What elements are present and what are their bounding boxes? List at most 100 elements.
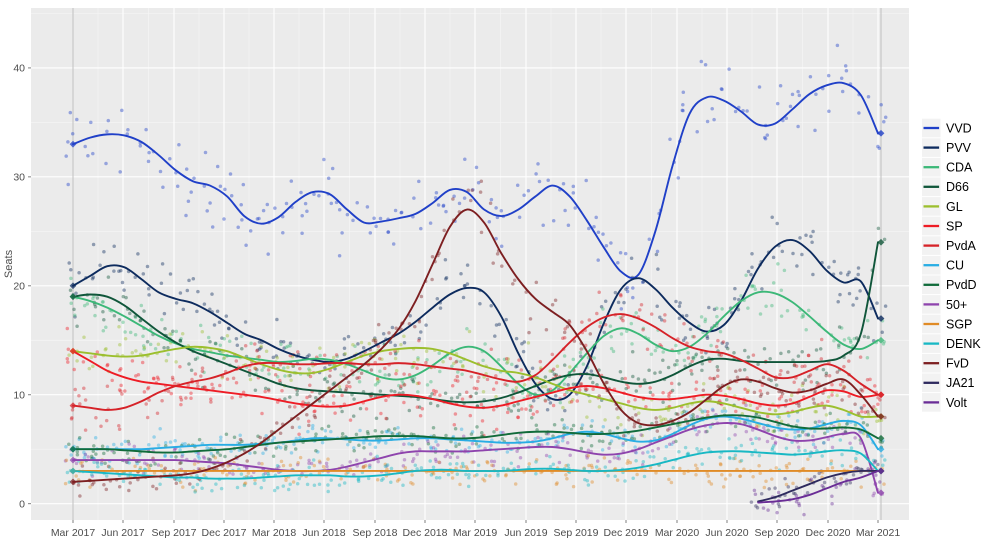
legend-item-gl[interactable]: GL	[922, 197, 963, 216]
x-tick-label: Sep 2020	[755, 527, 800, 539]
major-gridlines	[31, 8, 909, 520]
trend-denk	[72, 449, 879, 480]
legend-label: CDA	[946, 161, 973, 175]
x-tick-label: Mar 2020	[655, 527, 700, 539]
x-tick-label: Mar 2017	[51, 527, 96, 539]
legend-item-pvv[interactable]: PVV	[922, 138, 972, 157]
x-tick-label: Jun 2020	[705, 527, 748, 539]
trend-pvda	[72, 313, 879, 411]
result-marker-pvda	[877, 391, 885, 399]
result-marker-start-fvd	[69, 478, 77, 486]
election-result-markers	[69, 129, 885, 497]
legend-label: DENK	[946, 337, 981, 351]
legend-label: CU	[946, 259, 964, 273]
x-tick-label: Dec 2020	[806, 527, 851, 539]
trend-ja21	[757, 469, 879, 503]
y-tick-label: 30	[13, 171, 25, 183]
trend-fvd	[72, 208, 879, 483]
result-marker-start-vvd	[69, 140, 77, 148]
legend-label: GL	[946, 200, 963, 214]
result-marker-start-sp	[69, 347, 77, 355]
x-tick-label: Jun 2018	[302, 527, 345, 539]
legend-item-volt[interactable]: Volt	[922, 393, 967, 412]
election-date-lines	[72, 8, 882, 520]
trend-cda	[72, 290, 879, 396]
legend-label: FvD	[946, 357, 969, 371]
x-tick-label: Jun 2017	[101, 527, 144, 539]
legend-item-d66[interactable]: D66	[922, 177, 969, 197]
panel	[31, 8, 909, 520]
minor-gridlines	[31, 8, 909, 520]
scatter-pvda	[69, 290, 882, 432]
legend-item-vvd[interactable]: VVD	[922, 118, 972, 138]
legend-item-pvda[interactable]: PvdA	[922, 236, 977, 255]
y-tick-label: 10	[13, 389, 25, 401]
x-tick-label: Mar 2018	[252, 527, 297, 539]
x-tick-label: Sep 2018	[353, 527, 398, 539]
result-marker-start-pvdd	[69, 445, 77, 453]
result-marker-pvdd	[877, 434, 885, 442]
legend-label: PvdA	[946, 239, 977, 253]
result-marker-start-50+	[69, 456, 77, 464]
legend-label: 50+	[946, 298, 967, 312]
x-tick-label: Dec 2018	[403, 527, 448, 539]
result-marker-volt	[877, 467, 885, 475]
legend-item-sp[interactable]: SP	[922, 216, 963, 236]
trend-pvdd	[72, 414, 879, 454]
legend-label: VVD	[946, 121, 972, 135]
legend-item-sgp[interactable]: SGP	[922, 314, 972, 334]
trend-cu	[72, 415, 879, 451]
y-tick-label: 0	[19, 498, 25, 510]
result-marker-fvd	[877, 413, 885, 420]
result-marker-d66	[877, 238, 885, 246]
result-marker-cda	[877, 336, 885, 344]
y-tick-label: 40	[13, 63, 25, 75]
result-marker-start-pvda	[69, 402, 77, 410]
legend-item-cu[interactable]: CU	[922, 255, 964, 275]
x-tick-label: Dec 2017	[202, 527, 247, 539]
legend-item-fvd[interactable]: FvD	[922, 353, 969, 373]
trend-lines	[72, 81, 879, 504]
result-marker-pvv	[877, 315, 885, 322]
scatter-ja21	[749, 459, 883, 510]
trend-gl	[72, 345, 879, 418]
result-marker-start-d66	[69, 293, 77, 301]
y-axis-ticks: 0 10 20 30 40	[13, 63, 31, 510]
y-tick-label: 20	[13, 280, 25, 292]
plot-background	[31, 8, 909, 520]
result-marker-start-denk	[69, 467, 77, 475]
legend-label: SP	[946, 219, 963, 233]
legend-label: JA21	[946, 376, 975, 390]
legend-item-pvdd[interactable]: PvdD	[922, 275, 977, 295]
x-tick-label: Sep 2019	[554, 527, 599, 539]
legend-item-cda[interactable]: CDA	[922, 157, 973, 177]
legend-label: SGP	[946, 317, 972, 331]
x-tick-label: Jun 2019	[504, 527, 547, 539]
result-marker-50+	[877, 489, 885, 497]
legend-label: PvdD	[946, 278, 977, 292]
scatter-vvd	[64, 43, 888, 311]
x-tick-label: Dec 2019	[604, 527, 649, 539]
trend-vvd	[72, 81, 879, 279]
result-marker-start-pvv	[69, 282, 77, 290]
result-marker-vvd	[877, 129, 885, 137]
x-tick-label: Sep 2017	[152, 527, 197, 539]
trend-pvv	[72, 238, 879, 401]
result-marker-cu	[877, 445, 885, 453]
legend-item-50plus[interactable]: 50+	[922, 295, 967, 314]
legend-label: PVV	[946, 141, 972, 155]
legend-label: D66	[946, 180, 969, 194]
legend-label: Volt	[946, 396, 967, 410]
legend-item-ja21[interactable]: JA21	[922, 373, 975, 393]
x-tick-label: Mar 2021	[856, 527, 901, 539]
legend-item-denk[interactable]: DENK	[922, 334, 981, 353]
legend[interactable]: VVD PVV CDA D66 GL SP PvdA CU PvdD 50+ SGP DENK FvD J…	[922, 118, 981, 412]
trend-50+	[72, 422, 879, 494]
y-axis-title: Seats	[3, 249, 15, 278]
x-tick-label: Mar 2019	[453, 527, 498, 539]
x-axis-ticks: Mar 2017 Jun 2017 Sep 2017 Dec 2017 Mar 2018…	[51, 520, 901, 539]
trend-sp	[72, 350, 879, 409]
trend-volt	[757, 470, 879, 504]
